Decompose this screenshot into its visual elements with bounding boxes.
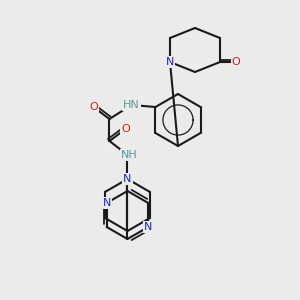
Text: N: N — [123, 174, 132, 184]
Text: N: N — [144, 222, 152, 232]
Text: NH: NH — [121, 150, 138, 160]
Text: HN: HN — [123, 100, 140, 110]
Text: N: N — [103, 198, 111, 208]
Text: O: O — [89, 102, 98, 112]
Text: O: O — [232, 57, 240, 67]
Text: O: O — [121, 124, 130, 134]
Text: N: N — [166, 57, 174, 67]
